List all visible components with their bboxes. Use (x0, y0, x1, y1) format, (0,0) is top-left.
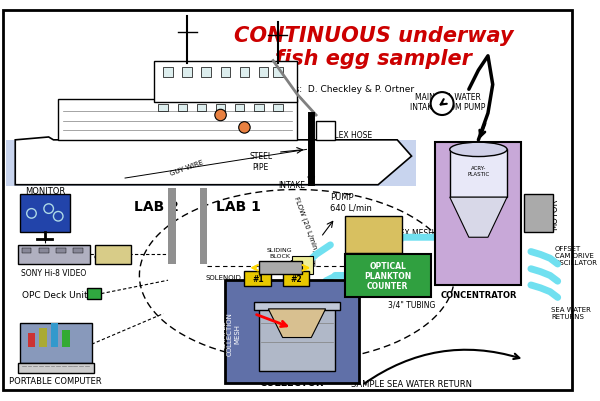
Polygon shape (15, 138, 412, 185)
Text: PORTABLE COMPUTER: PORTABLE COMPUTER (9, 376, 101, 385)
Bar (18, 245, 90, 264)
Bar (283, 271, 310, 286)
Bar (50, 323, 58, 347)
Text: 3/4" TUBING: 3/4" TUBING (388, 300, 435, 308)
Text: ACRY-
PLASTIC: ACRY- PLASTIC (467, 166, 490, 176)
Text: MOTOR: MOTOR (550, 198, 559, 229)
Text: #1: #1 (252, 274, 263, 283)
Bar (273, 104, 283, 112)
Bar (182, 68, 192, 78)
Bar (292, 257, 313, 274)
Text: GUY WIRE: GUY WIRE (170, 159, 205, 177)
Bar (20, 323, 92, 363)
Text: MONITOR: MONITOR (25, 187, 65, 196)
Text: SOLENOID: SOLENOID (206, 275, 242, 281)
Bar (202, 68, 211, 78)
Bar (39, 328, 47, 347)
Text: SONY Hi-8 VIDEO: SONY Hi-8 VIDEO (21, 268, 86, 277)
Bar (158, 104, 168, 112)
Bar (436, 142, 521, 285)
Text: SAMPLE SEA WATER RETURN: SAMPLE SEA WATER RETURN (351, 379, 472, 388)
Text: FLEX HOSE: FLEX HOSE (331, 130, 373, 139)
Bar (73, 248, 83, 254)
Bar (18, 363, 94, 373)
Polygon shape (268, 309, 326, 338)
Bar (154, 61, 297, 102)
Bar (22, 248, 31, 254)
Circle shape (431, 93, 454, 116)
Bar (62, 330, 70, 347)
Text: OFFSET
CAM DRIVE
OSCILLATOR: OFFSET CAM DRIVE OSCILLATOR (555, 245, 598, 265)
Ellipse shape (450, 143, 507, 157)
Bar (345, 217, 402, 253)
Bar (524, 195, 553, 233)
Bar (259, 68, 268, 78)
Bar (259, 304, 335, 371)
Bar (95, 245, 131, 264)
Text: OPC Deck Unit: OPC Deck Unit (22, 290, 88, 299)
Bar (259, 261, 302, 275)
Bar (58, 99, 297, 140)
Bar (216, 104, 226, 112)
Bar (244, 271, 271, 286)
Bar (273, 68, 283, 78)
Bar (168, 188, 176, 264)
Bar (450, 150, 507, 198)
Text: DATE/TIME
GENERATOR: DATE/TIME GENERATOR (94, 249, 132, 259)
Text: SEA WATER
RETURNS: SEA WATER RETURNS (551, 306, 591, 319)
Bar (20, 195, 70, 233)
Text: #2: #2 (290, 274, 302, 283)
Bar (200, 188, 207, 264)
Bar (345, 255, 431, 298)
Bar (87, 288, 101, 300)
Bar (239, 68, 249, 78)
Text: INTAKE: INTAKE (278, 181, 305, 190)
Bar (226, 281, 359, 383)
Text: SLIDING
BLOCK: SLIDING BLOCK (267, 248, 293, 259)
Text: MAIN SEA WATER
INTAKE FROM PUMP: MAIN SEA WATER INTAKE FROM PUMP (410, 93, 485, 112)
Text: HITEX MESH: HITEX MESH (386, 229, 434, 237)
Text: Designers:  D. Checkley & P. Ortner: Designers: D. Checkley & P. Ortner (254, 85, 414, 94)
Bar (197, 104, 206, 112)
Text: LAB 1: LAB 1 (216, 200, 260, 213)
Bar (5, 140, 416, 186)
Bar (39, 248, 49, 254)
Bar (163, 68, 173, 78)
Circle shape (239, 122, 250, 134)
Text: CONCENTRATOR: CONCENTRATOR (440, 290, 517, 299)
Text: CONTINUOUS underway: CONTINUOUS underway (233, 26, 513, 46)
Text: STEEL
PIPE: STEEL PIPE (249, 152, 272, 171)
Text: fish egg sampler: fish egg sampler (275, 49, 472, 69)
Text: FLOW (20 L/min): FLOW (20 L/min) (293, 195, 320, 252)
Text: FLASH: FLASH (289, 260, 316, 269)
Polygon shape (450, 198, 507, 238)
Bar (254, 104, 263, 112)
Bar (316, 122, 335, 140)
Bar (254, 302, 340, 310)
Text: VIDEO: VIDEO (436, 260, 462, 269)
Text: PUMP
640 L/min: PUMP 640 L/min (331, 193, 372, 212)
Text: VIDEO: VIDEO (374, 243, 401, 252)
Bar (221, 68, 230, 78)
Circle shape (215, 110, 226, 122)
Text: MECHANICAL SAMPLE
COLLECTOR: MECHANICAL SAMPLE COLLECTOR (232, 366, 352, 387)
Bar (235, 104, 244, 112)
Text: LAB 2: LAB 2 (134, 200, 179, 213)
Text: OPTICAL
PLANKTON
COUNTER: OPTICAL PLANKTON COUNTER (364, 261, 412, 291)
Bar (28, 333, 35, 347)
Text: POWER
SUPPLY: POWER SUPPLY (359, 224, 388, 243)
Text: SAMPLE
COLLECTION
MESH: SAMPLE COLLECTION MESH (220, 311, 240, 355)
Bar (178, 104, 187, 112)
Bar (56, 248, 66, 254)
